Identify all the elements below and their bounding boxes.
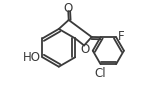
- Text: F: F: [118, 30, 125, 43]
- Text: HO: HO: [23, 51, 41, 64]
- Text: O: O: [64, 2, 73, 15]
- Text: O: O: [80, 43, 90, 56]
- Text: Cl: Cl: [94, 67, 106, 80]
